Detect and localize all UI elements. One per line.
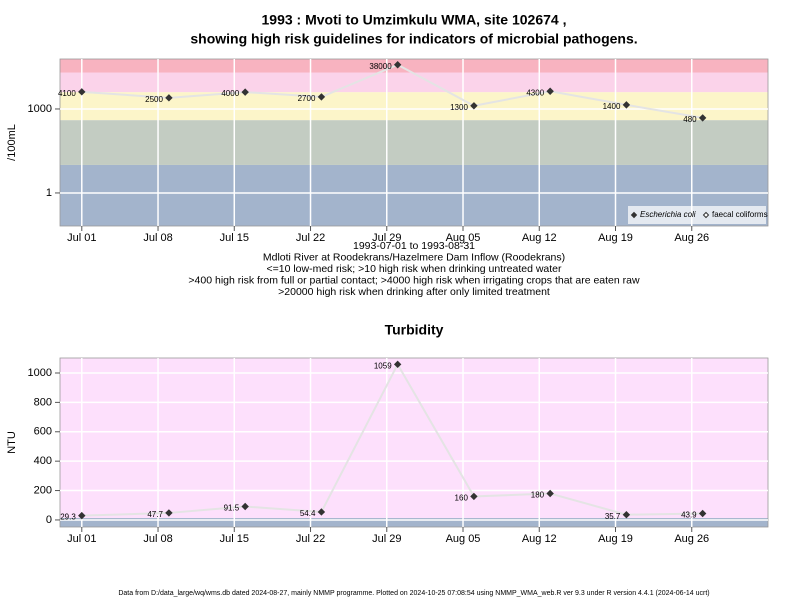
note: <=10 low-med risk; >10 high risk when dr… [266,263,562,275]
x-tick-label: Aug 12 [522,533,557,545]
data-point [241,88,249,96]
risk-band [60,92,768,121]
data-point [393,360,402,369]
x-tick-label: Jul 08 [143,533,172,545]
data-label: 4000 [221,89,239,98]
y-tick-label: 800 [34,396,52,408]
note: >400 high risk from full or partial cont… [188,274,640,286]
y-axis-label: /100mL [6,124,18,161]
data-point [470,102,478,110]
data-label: 1059 [374,361,392,370]
plot-frame [59,58,769,227]
chart-title: 1993 : Mvoti to Umzimkulu WMA, site 1026… [262,12,567,28]
data-point [622,510,631,519]
x-tick-label: Jul 22 [296,232,325,244]
data-point [698,114,707,122]
data-label: 160 [455,494,469,503]
y-tick-label: 1 [46,187,52,199]
data-point [241,502,249,511]
x-tick-label: Aug 26 [674,232,709,244]
data-point [317,93,326,101]
x-tick-label: Aug 05 [446,232,481,244]
data-point [78,511,86,520]
legend-label: faecal coliforms [712,210,768,219]
risk-band [60,120,768,165]
risk-band [60,72,768,93]
y-tick-label: 1000 [28,367,52,379]
x-tick-label: Aug 26 [674,533,709,545]
data-label: 4300 [526,88,544,97]
data-point [698,509,707,518]
legend-box [628,206,766,224]
plot-frame [59,357,769,528]
data-label: 1300 [450,103,468,112]
data-point [470,492,478,501]
x-tick-label: Jul 08 [143,232,172,244]
data-label: 29.3 [60,513,76,522]
risk-band [60,518,768,527]
data-label: 38000 [369,62,392,71]
data-point [317,508,326,516]
data-point [78,88,86,96]
data-point [546,87,554,95]
x-tick-label: Jul 29 [372,232,401,244]
y-axis-label: NTU [6,431,18,454]
risk-band [60,59,768,73]
data-label: 91.5 [224,504,240,513]
y-tick-label: 600 [34,426,52,438]
x-tick-label: Jul 15 [220,232,249,244]
risk-band [60,358,768,519]
data-label: 54.4 [300,509,316,518]
y-tick-label: 1000 [28,103,52,115]
legend-marker [630,211,638,219]
x-tick-label: Aug 12 [522,232,557,244]
x-tick-label: Aug 19 [598,533,633,545]
data-label: 2700 [298,94,316,103]
legend-marker [702,211,710,219]
data-label: 4100 [58,89,76,98]
chart-subtitle: showing high risk guidelines for indicat… [190,31,637,47]
data-label: 180 [531,491,545,500]
note: Mdloti River at Roodekrans/Hazelmere Dam… [263,251,565,263]
footer: Data from D:/data_large/wq/wms.db dated … [118,590,709,597]
data-point [165,509,173,517]
x-tick-label: Jul 01 [67,533,96,545]
legend-label: Escherichia coli [640,210,696,219]
x-tick-label: Aug 05 [446,533,481,545]
data-label: 2500 [145,95,163,104]
x-tick-label: Jul 29 [372,533,401,545]
data-point [546,489,554,498]
data-point [393,61,402,69]
x-tick-label: Jul 22 [296,533,325,545]
data-label: 480 [683,115,697,124]
data-label: 35.7 [605,512,621,521]
data-point [165,94,173,102]
note: 1993-07-01 to 1993-08-31 [353,240,475,252]
data-label: 43.9 [681,511,697,520]
x-tick-label: Jul 15 [220,533,249,545]
note: >20000 high risk when drinking after onl… [278,286,550,298]
data-point [622,101,631,109]
y-tick-label: 200 [34,484,52,496]
x-tick-label: Aug 19 [598,232,633,244]
panel-title: Turbidity [385,322,444,338]
data-label: 47.7 [147,510,163,519]
y-tick-label: 0 [46,514,52,526]
y-tick-label: 400 [34,455,52,467]
data-label: 1400 [603,102,621,111]
x-tick-label: Jul 01 [67,232,96,244]
